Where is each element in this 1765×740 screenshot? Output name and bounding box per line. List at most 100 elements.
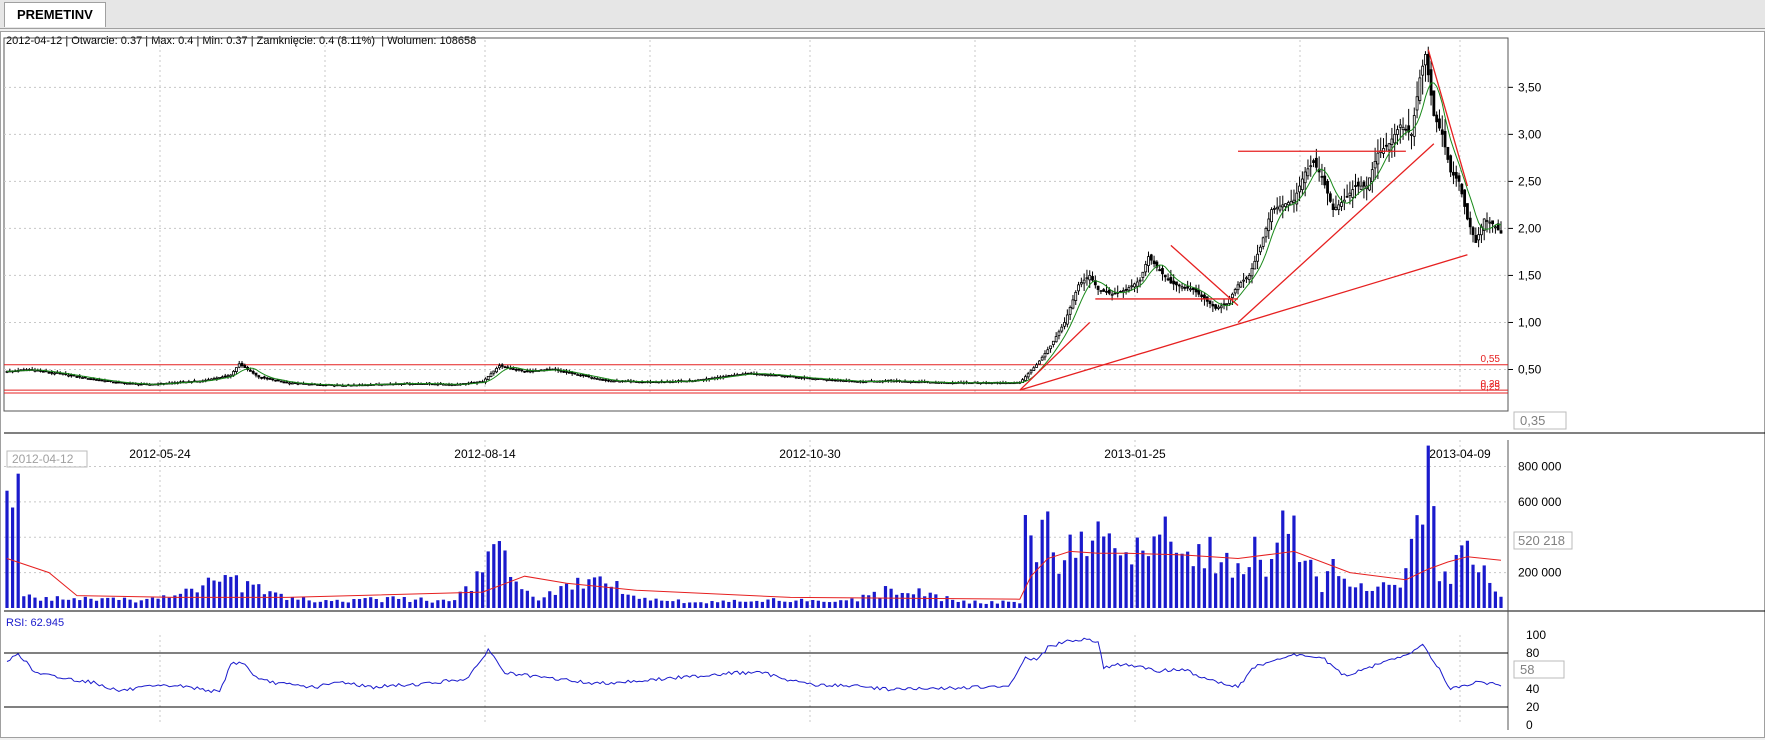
volume-bar [1102,536,1106,608]
candle-body [500,364,504,367]
volume-bar [1359,583,1363,608]
candle-body [856,381,859,383]
candle-body [97,379,101,382]
candle-body [811,378,815,380]
volume-bar [273,592,278,608]
candle-body [67,374,70,377]
candle-body [1446,147,1450,160]
candle-body [1368,177,1371,191]
volume-bar [234,575,239,608]
candle-body [223,375,227,378]
volume-bar [5,490,9,608]
volume-bar [1202,568,1207,608]
volume-bar [128,599,132,608]
candle-body [598,378,602,381]
candle-body [237,363,241,368]
volume-bar [262,594,266,608]
candle-body [1261,237,1265,247]
candle-body [1286,202,1290,206]
volume-bar [369,597,373,608]
volume-bar [1482,565,1486,608]
x-tick-label: 2012-05-24 [129,447,191,461]
volume-bar [1186,551,1190,608]
volume-bar [145,598,149,608]
volume-bar [268,591,272,608]
candle-body [1152,260,1156,265]
tab-premetinv[interactable]: PREMETINV [4,2,106,27]
volume-bar [156,598,160,608]
candle-body [1328,193,1332,202]
price-y-tick-label: 1,50 [1518,268,1542,282]
candle-body [260,376,263,379]
volume-bar [833,601,837,608]
candle-body [243,365,247,369]
candle-body [1396,129,1399,135]
candle-body [828,379,831,382]
candle-body [221,376,224,379]
volume-bar [514,581,518,608]
candle-body [1491,220,1495,225]
volume-bar [341,601,345,608]
volume-bar [72,598,76,608]
candle-body [285,381,289,384]
volume-bar [469,590,474,608]
candle-body [103,380,107,383]
candle-body [139,383,143,386]
candle-body [1138,279,1142,282]
volume-bar [206,577,211,608]
volume-bar [436,600,440,608]
volume-bar [290,597,294,608]
support-level-label: 0,25 [1481,382,1501,393]
volume-bar [1337,576,1341,608]
volume-bar [632,595,636,608]
candle-body [514,368,518,371]
volume-bar [402,597,406,608]
candle-body [1247,275,1251,281]
volume-bar [1214,573,1218,608]
candle-body [1387,143,1391,151]
volume-bar [861,594,865,608]
candle-body [1040,356,1044,361]
volume-bar [536,600,541,608]
volume-bar [167,597,171,608]
candle-body [573,372,577,375]
volume-bar [1152,536,1156,608]
candle-body [495,367,499,373]
candle-body [1258,246,1262,253]
candle-body [1180,286,1184,289]
candle-body [1284,203,1287,207]
candle-body [212,378,216,380]
price-y-tick-label: 0,50 [1518,362,1542,376]
volume-bar [990,601,994,608]
candle-body [1250,267,1254,277]
candle-body [41,370,45,373]
candle-body [727,375,731,377]
candle-body [486,375,490,380]
price-badge-box [1513,411,1567,430]
volume-bar [811,600,815,608]
volume-bar [682,603,686,608]
volume-bar [419,597,423,608]
candle-body [1407,125,1411,133]
volume-bar [799,598,804,608]
candle-body [81,377,84,379]
volume-bar [771,598,776,608]
volume-bar [1493,591,1498,608]
volume-bar [1488,582,1492,608]
volume-bar [939,601,944,608]
price-y-tick-label: 2,00 [1518,221,1542,235]
support-level-label: 0,55 [1481,354,1501,365]
date-badge-box [6,450,88,468]
volume-bar [1292,515,1296,608]
volume-bar [671,601,675,608]
candle-body [1485,220,1489,223]
volume-bar [850,598,854,608]
volume-bar [777,600,781,608]
candle-body [1334,206,1338,210]
candle-body [1342,199,1346,203]
candle-body [1415,96,1419,111]
volume-bar [1107,533,1111,608]
candle-body [1088,275,1092,281]
volume-bar [1303,560,1307,608]
